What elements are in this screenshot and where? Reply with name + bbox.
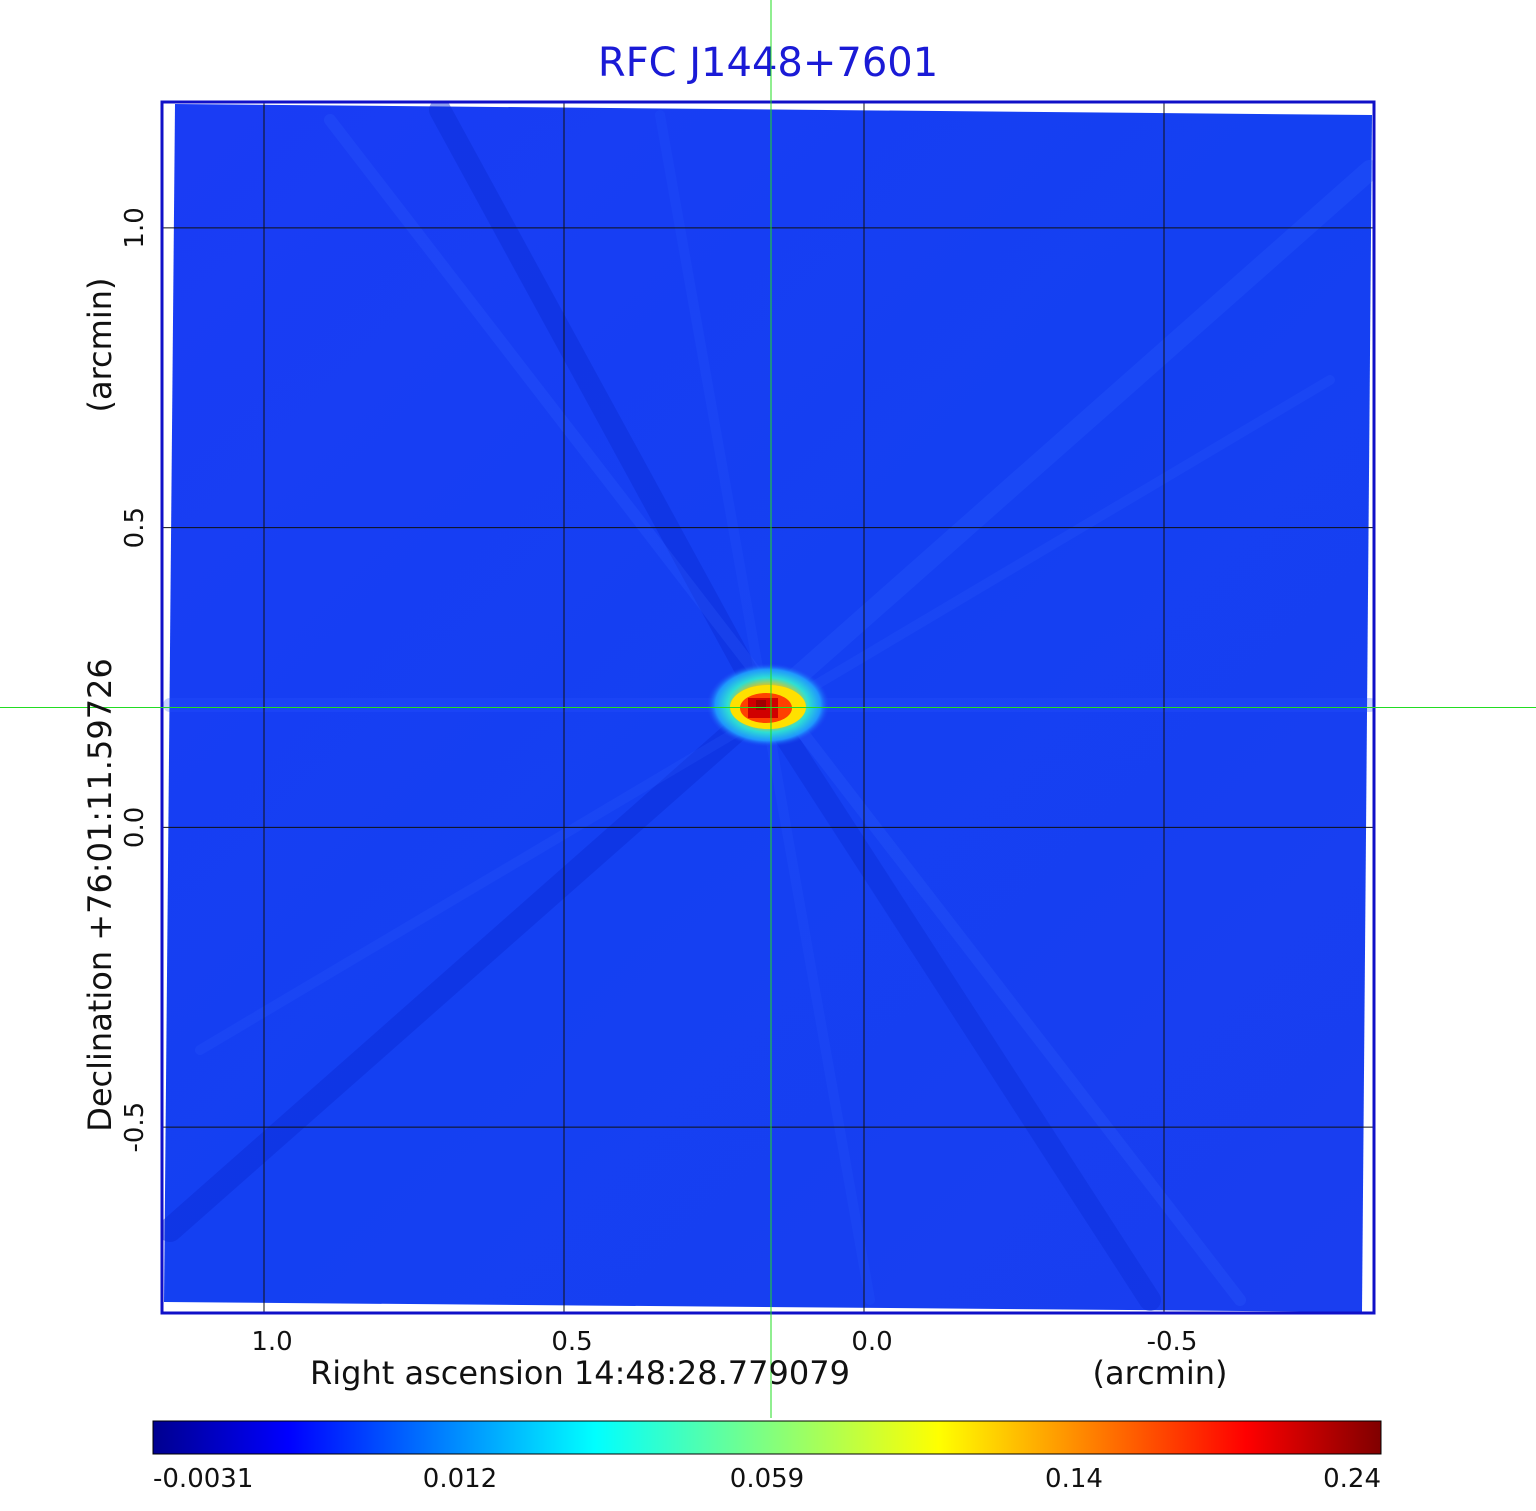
x-axis-unit: (arcmin): [1093, 1354, 1228, 1392]
colorbar-tick-label: -0.0031: [153, 1464, 253, 1494]
x-axis-label: Right ascension 14:48:28.779079: [310, 1354, 850, 1392]
colorbar-tick-labels: -0.0031 0.012 0.059 0.14 0.24: [153, 1464, 1381, 1494]
colorbar-tick-label: 0.24: [1323, 1464, 1381, 1494]
y-tick-label: 0.5: [120, 507, 150, 548]
y-axis-unit: (arcmin): [81, 278, 119, 413]
x-tick-label: 0.5: [551, 1327, 592, 1357]
x-tick-label: 1.0: [251, 1327, 292, 1357]
source-peak: [706, 663, 830, 747]
x-tick-labels: 1.0 0.5 0.0 -0.5: [251, 1327, 1197, 1357]
x-tick-label: 0.0: [851, 1327, 892, 1357]
y-tick-label: -0.5: [120, 1102, 150, 1153]
colorbar-tick-label: 0.012: [423, 1464, 497, 1494]
colorbar: [152, 1420, 1382, 1455]
y-tick-label: 0.0: [120, 807, 150, 848]
y-tick-label: 1.0: [120, 207, 150, 248]
y-tick-labels: 1.0 0.5 0.0 -0.5: [120, 207, 150, 1152]
y-axis-label: Declination +76:01:11.59726: [81, 658, 119, 1132]
colorbar-tick-label: 0.14: [1045, 1464, 1103, 1494]
colorbar-tick-label: 0.059: [730, 1464, 804, 1494]
x-tick-label: -0.5: [1147, 1327, 1198, 1357]
chart-title: RFC J1448+7601: [597, 40, 939, 86]
crosshair: [0, 0, 1536, 1418]
